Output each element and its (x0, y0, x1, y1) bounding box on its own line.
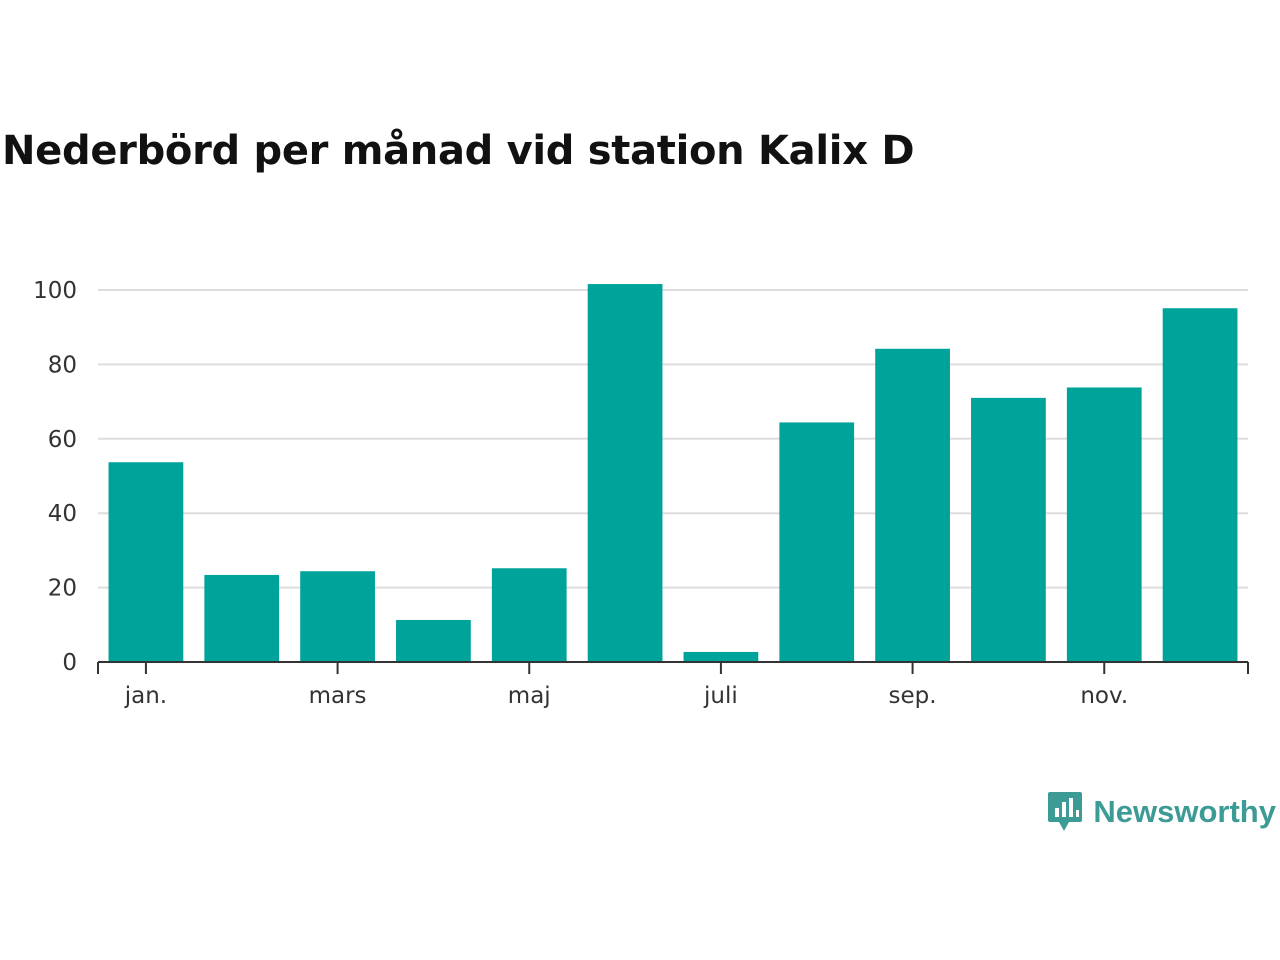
bar-aug (779, 422, 855, 662)
x-tick-label: juli (703, 683, 738, 709)
brand-logo: Newsworthy (1047, 790, 1276, 834)
gridlines (98, 289, 1248, 589)
y-tick-label: 100 (33, 278, 77, 304)
x-tick-label: jan. (124, 683, 167, 709)
y-tick-label: 20 (48, 576, 77, 602)
bars (108, 284, 1238, 662)
bar-feb (204, 574, 280, 662)
y-tick-label: 60 (48, 427, 77, 453)
x-axis (97, 661, 1249, 674)
brand-name: Newsworthy (1093, 794, 1276, 829)
bar-nov (1066, 387, 1142, 662)
x-tick-label: maj (508, 683, 551, 709)
bar-apr (396, 619, 471, 662)
y-tick-label: 40 (48, 501, 77, 527)
bar-maj (491, 568, 567, 662)
bar-jan (108, 462, 184, 662)
bar-dec (1162, 308, 1238, 662)
x-tick-label: sep. (889, 683, 937, 709)
bar-okt (971, 397, 1046, 662)
bar-mars (300, 571, 375, 662)
bar-juli (683, 651, 759, 662)
x-tick-label: mars (309, 683, 367, 709)
x-tick-label: nov. (1080, 683, 1128, 709)
y-tick-label: 80 (48, 352, 77, 378)
y-tick-labels: 0 20 40 60 80 100 (33, 278, 77, 676)
bar-juni (587, 284, 663, 662)
chart-title: Nederbörd per månad vid station Kalix D (2, 128, 915, 174)
bar-sep (875, 348, 950, 662)
bar-chart-speech-bubble-icon (1048, 792, 1083, 831)
y-tick-label: 0 (62, 650, 77, 676)
x-tick-labels: jan. mars maj juli sep. nov. (124, 683, 1128, 709)
